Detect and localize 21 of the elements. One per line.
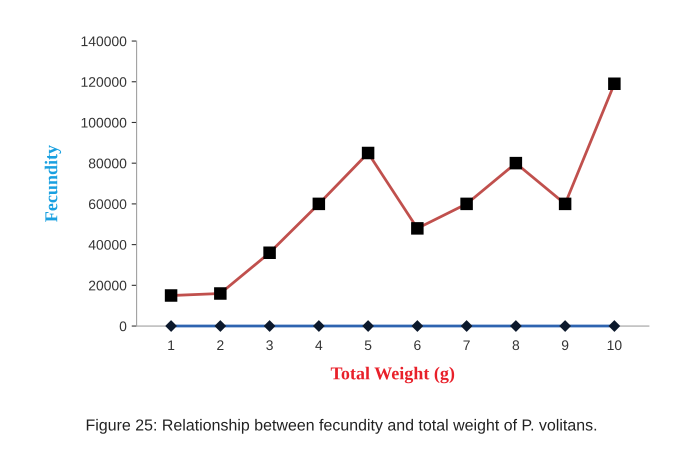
x-tick-label: 5 [364,340,372,350]
x-tick-label: 7 [463,340,470,350]
y-tick-label: 140000 [82,36,126,46]
x-axis-title: Total Weight (g) [330,366,454,384]
x-tick-label: 4 [315,340,322,350]
x-tick-label: 1 [168,340,174,350]
x-tick-label: 8 [512,340,520,350]
y-tick-label: 100000 [82,118,126,128]
x-tick-label: 9 [562,340,568,350]
y-tick-label: 0 [120,321,126,332]
x-tick-label: 6 [414,340,421,350]
y-tick-label: 60000 [88,199,126,210]
x-tick-label: 10 [608,340,622,350]
y-tick-label: 20000 [88,280,126,290]
y-tick-label: 120000 [82,77,126,87]
y-tick-label: 80000 [88,158,126,168]
caption: Figure 25: Relationship between fecundity and total weight of P. volitans. [86,418,596,434]
y-tick-label: 40000 [88,240,126,250]
x-tick-label: 3 [266,340,273,350]
y-axis-title: Fecundity [44,145,62,222]
x-tick-label: 2 [217,340,224,350]
